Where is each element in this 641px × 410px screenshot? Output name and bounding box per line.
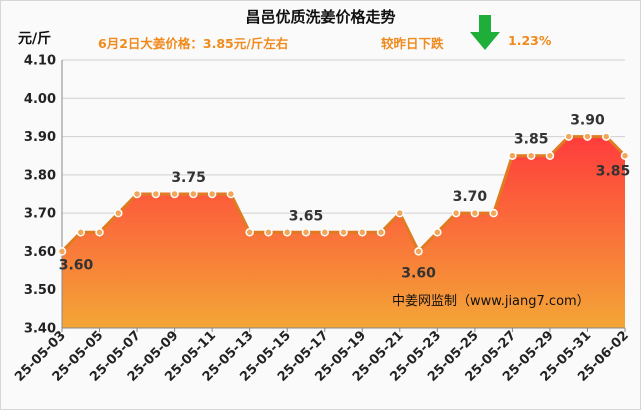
data-label: 3.65 bbox=[289, 208, 324, 224]
data-point bbox=[583, 132, 592, 141]
data-point bbox=[470, 208, 480, 218]
data-point bbox=[339, 228, 348, 237]
data-label: 3.60 bbox=[401, 265, 436, 281]
data-point bbox=[376, 228, 386, 237]
data-label: 3.60 bbox=[59, 257, 94, 273]
data-point bbox=[207, 189, 217, 199]
y-tick-label: 3.50 bbox=[24, 283, 56, 298]
data-point bbox=[151, 189, 161, 199]
data-point bbox=[564, 132, 573, 141]
y-axis-unit: 元/斤 bbox=[18, 31, 52, 47]
data-label: 3.85 bbox=[514, 132, 549, 148]
data-point bbox=[320, 228, 329, 237]
y-tick-label: 3.60 bbox=[24, 245, 56, 260]
data-point bbox=[601, 132, 611, 141]
down-arrow-icon bbox=[470, 15, 500, 50]
watermark: 中姜网监制（www.jiang7.com） bbox=[392, 294, 590, 309]
y-tick-label: 4.10 bbox=[24, 54, 56, 69]
data-point bbox=[433, 228, 442, 237]
data-label: 3.70 bbox=[453, 189, 488, 205]
data-point bbox=[264, 228, 273, 237]
data-point bbox=[132, 189, 142, 199]
data-label: 3.90 bbox=[570, 113, 605, 129]
chart-subtitle: 6月2日大姜价格：3.85元/斤左右 bbox=[98, 36, 289, 51]
y-tick-label: 3.70 bbox=[24, 207, 56, 222]
data-label: 3.85 bbox=[596, 164, 631, 180]
chart-title: 昌邑优质洗姜价格走势 bbox=[245, 8, 396, 26]
data-point bbox=[226, 189, 236, 199]
y-tick-label: 3.90 bbox=[24, 130, 56, 145]
y-tick-label: 3.40 bbox=[24, 322, 56, 337]
data-point bbox=[395, 208, 405, 218]
change-percent: 1.23% bbox=[508, 33, 552, 48]
data-point bbox=[414, 247, 423, 256]
y-tick-label: 4.00 bbox=[24, 92, 56, 107]
data-label: 3.75 bbox=[171, 170, 206, 186]
change-text: 较昨日下跌 bbox=[381, 36, 444, 51]
data-point bbox=[76, 228, 86, 237]
data-point bbox=[282, 228, 292, 237]
data-point bbox=[489, 208, 498, 218]
data-point bbox=[508, 151, 517, 160]
data-point bbox=[95, 228, 104, 237]
data-point bbox=[358, 228, 367, 237]
data-point bbox=[245, 228, 254, 237]
data-point bbox=[620, 151, 630, 160]
y-tick-label: 3.80 bbox=[24, 168, 56, 183]
data-point bbox=[301, 228, 311, 237]
data-point bbox=[170, 189, 179, 199]
data-point bbox=[189, 189, 198, 199]
data-point bbox=[526, 151, 536, 160]
data-point bbox=[57, 247, 67, 256]
data-point bbox=[451, 208, 461, 218]
data-point bbox=[114, 208, 123, 218]
data-point bbox=[545, 151, 555, 160]
price-area bbox=[62, 136, 625, 328]
